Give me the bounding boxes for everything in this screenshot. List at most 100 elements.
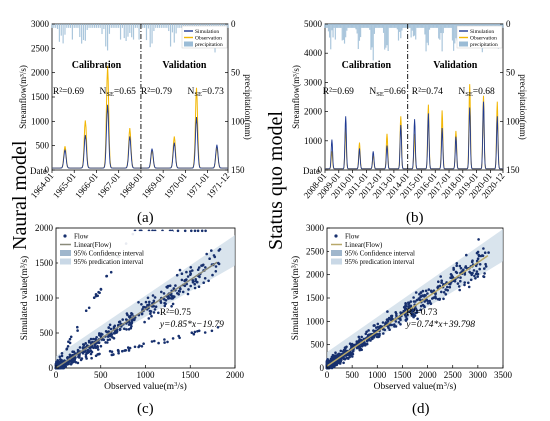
precipitation-bar [409,24,411,28]
flow-point [458,288,462,292]
flow-point [414,291,418,294]
flow-point [183,229,187,233]
precipitation-bar [62,24,64,44]
legend-swatch [184,41,193,47]
flow-point [484,262,487,266]
flow-point [196,268,200,272]
flow-point [94,346,98,350]
flow-point [98,333,101,337]
flow-point [87,306,91,310]
precipitation-bar [155,24,157,28]
precipitation-bar [371,24,373,48]
flow-point [99,344,103,348]
flow-point [69,362,73,366]
period-stats: R²=0.74 NSE=0.68 [412,87,495,98]
flow-point [205,252,208,256]
flow-point [448,282,452,286]
precipitation-bar [149,24,151,48]
flow-point [166,286,169,289]
flow-point [421,289,425,293]
flow-point [191,280,195,284]
precipitation-bar [90,24,92,28]
flow-point [345,356,349,360]
flow-point [140,345,144,348]
flow-point [96,294,99,298]
flow-point [166,340,169,344]
flow-point [414,311,418,315]
flow-point [406,313,409,317]
x-tick-label: 1000 [368,370,387,380]
flow-point [409,300,413,303]
period-label: Calibration [72,60,122,71]
x-tick-label: 0 [325,370,330,380]
flow-point [151,294,155,297]
legend-box [181,25,228,49]
precipitation-bar [388,24,390,28]
flow-point [192,332,196,336]
precipitation-bar [389,24,392,28]
flow-point [484,265,488,268]
flow-point [360,348,364,352]
flow-point [360,344,364,348]
flow-point [412,300,416,303]
flow-point [342,357,346,360]
precipitation-bar [116,24,118,28]
flow-point [361,342,365,346]
precipitation-bar [142,24,144,28]
y-tick-label: 2500 [306,246,325,256]
flow-point [180,272,184,276]
precipitation-bar [404,24,406,28]
precipitation-bar [160,24,162,28]
flow-point [462,268,465,272]
flow-point [376,325,380,329]
flow-point [455,264,459,268]
nse-label: NSE=0.68 [458,87,495,98]
precipitation-bar [110,24,112,28]
flow-point [172,295,175,298]
flow-point [455,262,459,265]
precipitation-bar [442,24,444,34]
flow-point [476,250,480,254]
precipitation-bar [75,24,77,28]
x-tick-label: 1967-01 [95,171,122,200]
flow-point [477,238,480,241]
flow-point [348,355,352,359]
flow-point [167,296,171,300]
linear-fit-line [326,255,489,367]
x-tick-label: 500 [345,370,359,380]
flow-point [364,332,368,336]
x-axis-label: Observed value(m3/s) [104,381,187,392]
precipitation-bar [58,24,61,42]
flow-point [355,346,359,350]
nse-label: NSE=0.65 [99,87,136,98]
flow-point [388,328,391,332]
flow-point [66,345,70,348]
precipitation-bar [112,24,114,28]
flow-point [333,362,336,365]
flow-point [440,279,444,283]
precipitation-bar [422,24,424,28]
flow-point [121,318,124,321]
flow-point [395,314,398,318]
flow-point [157,311,160,315]
precipitation-bar [451,24,454,41]
y-tick-label: 1000 [306,316,325,326]
precipitation-bar [73,24,75,28]
legend-box [329,231,444,269]
y-tick-label: 1000 [304,136,323,146]
precipitation-bar [81,24,83,44]
linear-fit-line [55,261,218,369]
flow-point [474,272,478,276]
flow-point [436,297,440,301]
y-tick-label: 500 [36,141,50,151]
y-tick-label: 1500 [31,92,50,102]
precipitation-bar [86,24,88,30]
flow-point [130,319,134,323]
flow-point [404,307,408,311]
r-squared-label: R²=0.73 [406,308,437,318]
y-tick-label: 3000 [31,19,50,29]
panel-c-scatter: 0 500 1000 1500 2000 0 500 1000 1500 2000 Observed… [19,223,245,392]
precipitation-bar [69,24,72,28]
flow-point [399,323,402,326]
precipitation-bar [353,24,355,28]
